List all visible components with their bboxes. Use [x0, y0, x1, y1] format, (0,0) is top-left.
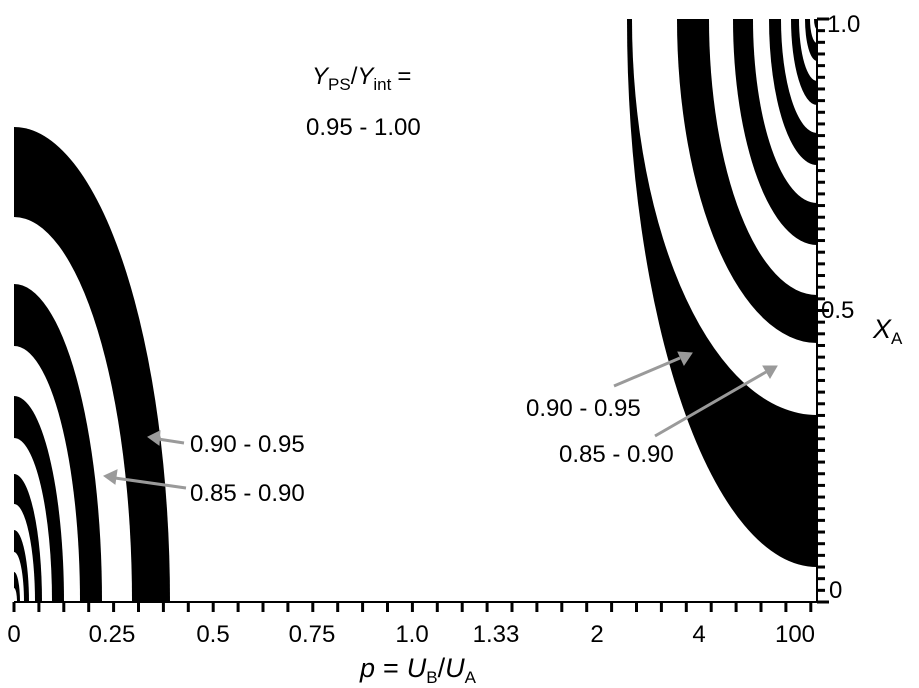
arrow-right-upper	[613, 356, 681, 388]
arrow-left-upper	[157, 437, 185, 445]
x-axis-title-u2-sub: A	[465, 668, 477, 687]
annotation-arrows	[103, 351, 778, 490]
yield-ratio-num: Y	[312, 63, 330, 90]
yield-ratio-num-sub: PS	[328, 75, 351, 94]
y-tick-label: 0.5	[821, 297, 854, 324]
yield-ratio-slash: /	[351, 63, 358, 90]
x-tick-label: 1.33	[473, 621, 520, 648]
annotation-left-upper: 0.90 - 0.95	[190, 431, 305, 458]
arrowhead-left-lower	[103, 469, 118, 485]
x-tick-label: 4	[692, 621, 705, 648]
annotation-right-lower: 0.85 - 0.90	[559, 441, 674, 468]
x-axis-title-var: p	[359, 653, 375, 683]
yield-ratio-label: YPS/Yint =	[312, 63, 411, 94]
arrow-left-lower	[114, 476, 187, 490]
x-axis-title-u1-sub: B	[426, 668, 437, 687]
y-axis-title-sub: A	[891, 329, 903, 348]
x-tick-label: 0	[7, 621, 20, 648]
arrowhead-left-upper	[147, 430, 161, 446]
yield-ratio-eq: =	[397, 63, 411, 90]
y-axis-title: XA	[872, 314, 903, 348]
x-tick-label: 100	[775, 621, 815, 648]
annotation-left-lower: 0.85 - 0.90	[190, 480, 305, 507]
left-contour-bands	[14, 127, 170, 602]
contour-band	[14, 588, 17, 602]
x-axis-title-u2: U	[445, 653, 465, 683]
x-axis-title-u1: U	[407, 653, 427, 683]
arrowhead-right-lower	[762, 365, 778, 379]
x-axis-title-slash: /	[438, 653, 446, 683]
y-tick-label: 1.0	[827, 11, 860, 38]
yield-ratio-den: Y	[357, 63, 375, 90]
y-tick-label: 0	[829, 577, 842, 604]
x-axis-title: p = UB/UA	[359, 653, 477, 687]
y-axis-ticks	[817, 17, 829, 604]
right-contour-bands	[627, 19, 817, 567]
x-tick-label: 0.75	[289, 621, 336, 648]
x-axis-ticks	[12, 602, 813, 612]
x-tick-label: 2	[590, 621, 603, 648]
x-tick-label: 0.5	[196, 621, 229, 648]
yield-ratio-den-sub: int	[373, 75, 391, 94]
y-axis-title-var: X	[872, 314, 892, 344]
x-tick-label: 0.25	[89, 621, 136, 648]
annotation-right-upper: 0.90 - 0.95	[526, 395, 641, 422]
arrow-right-lower	[654, 370, 767, 438]
x-tick-label: 1.0	[395, 621, 428, 648]
central-band-label: 0.95 - 1.00	[306, 114, 421, 141]
arrowhead-right-upper	[677, 351, 693, 367]
x-axis-title-eq: =	[383, 653, 399, 683]
